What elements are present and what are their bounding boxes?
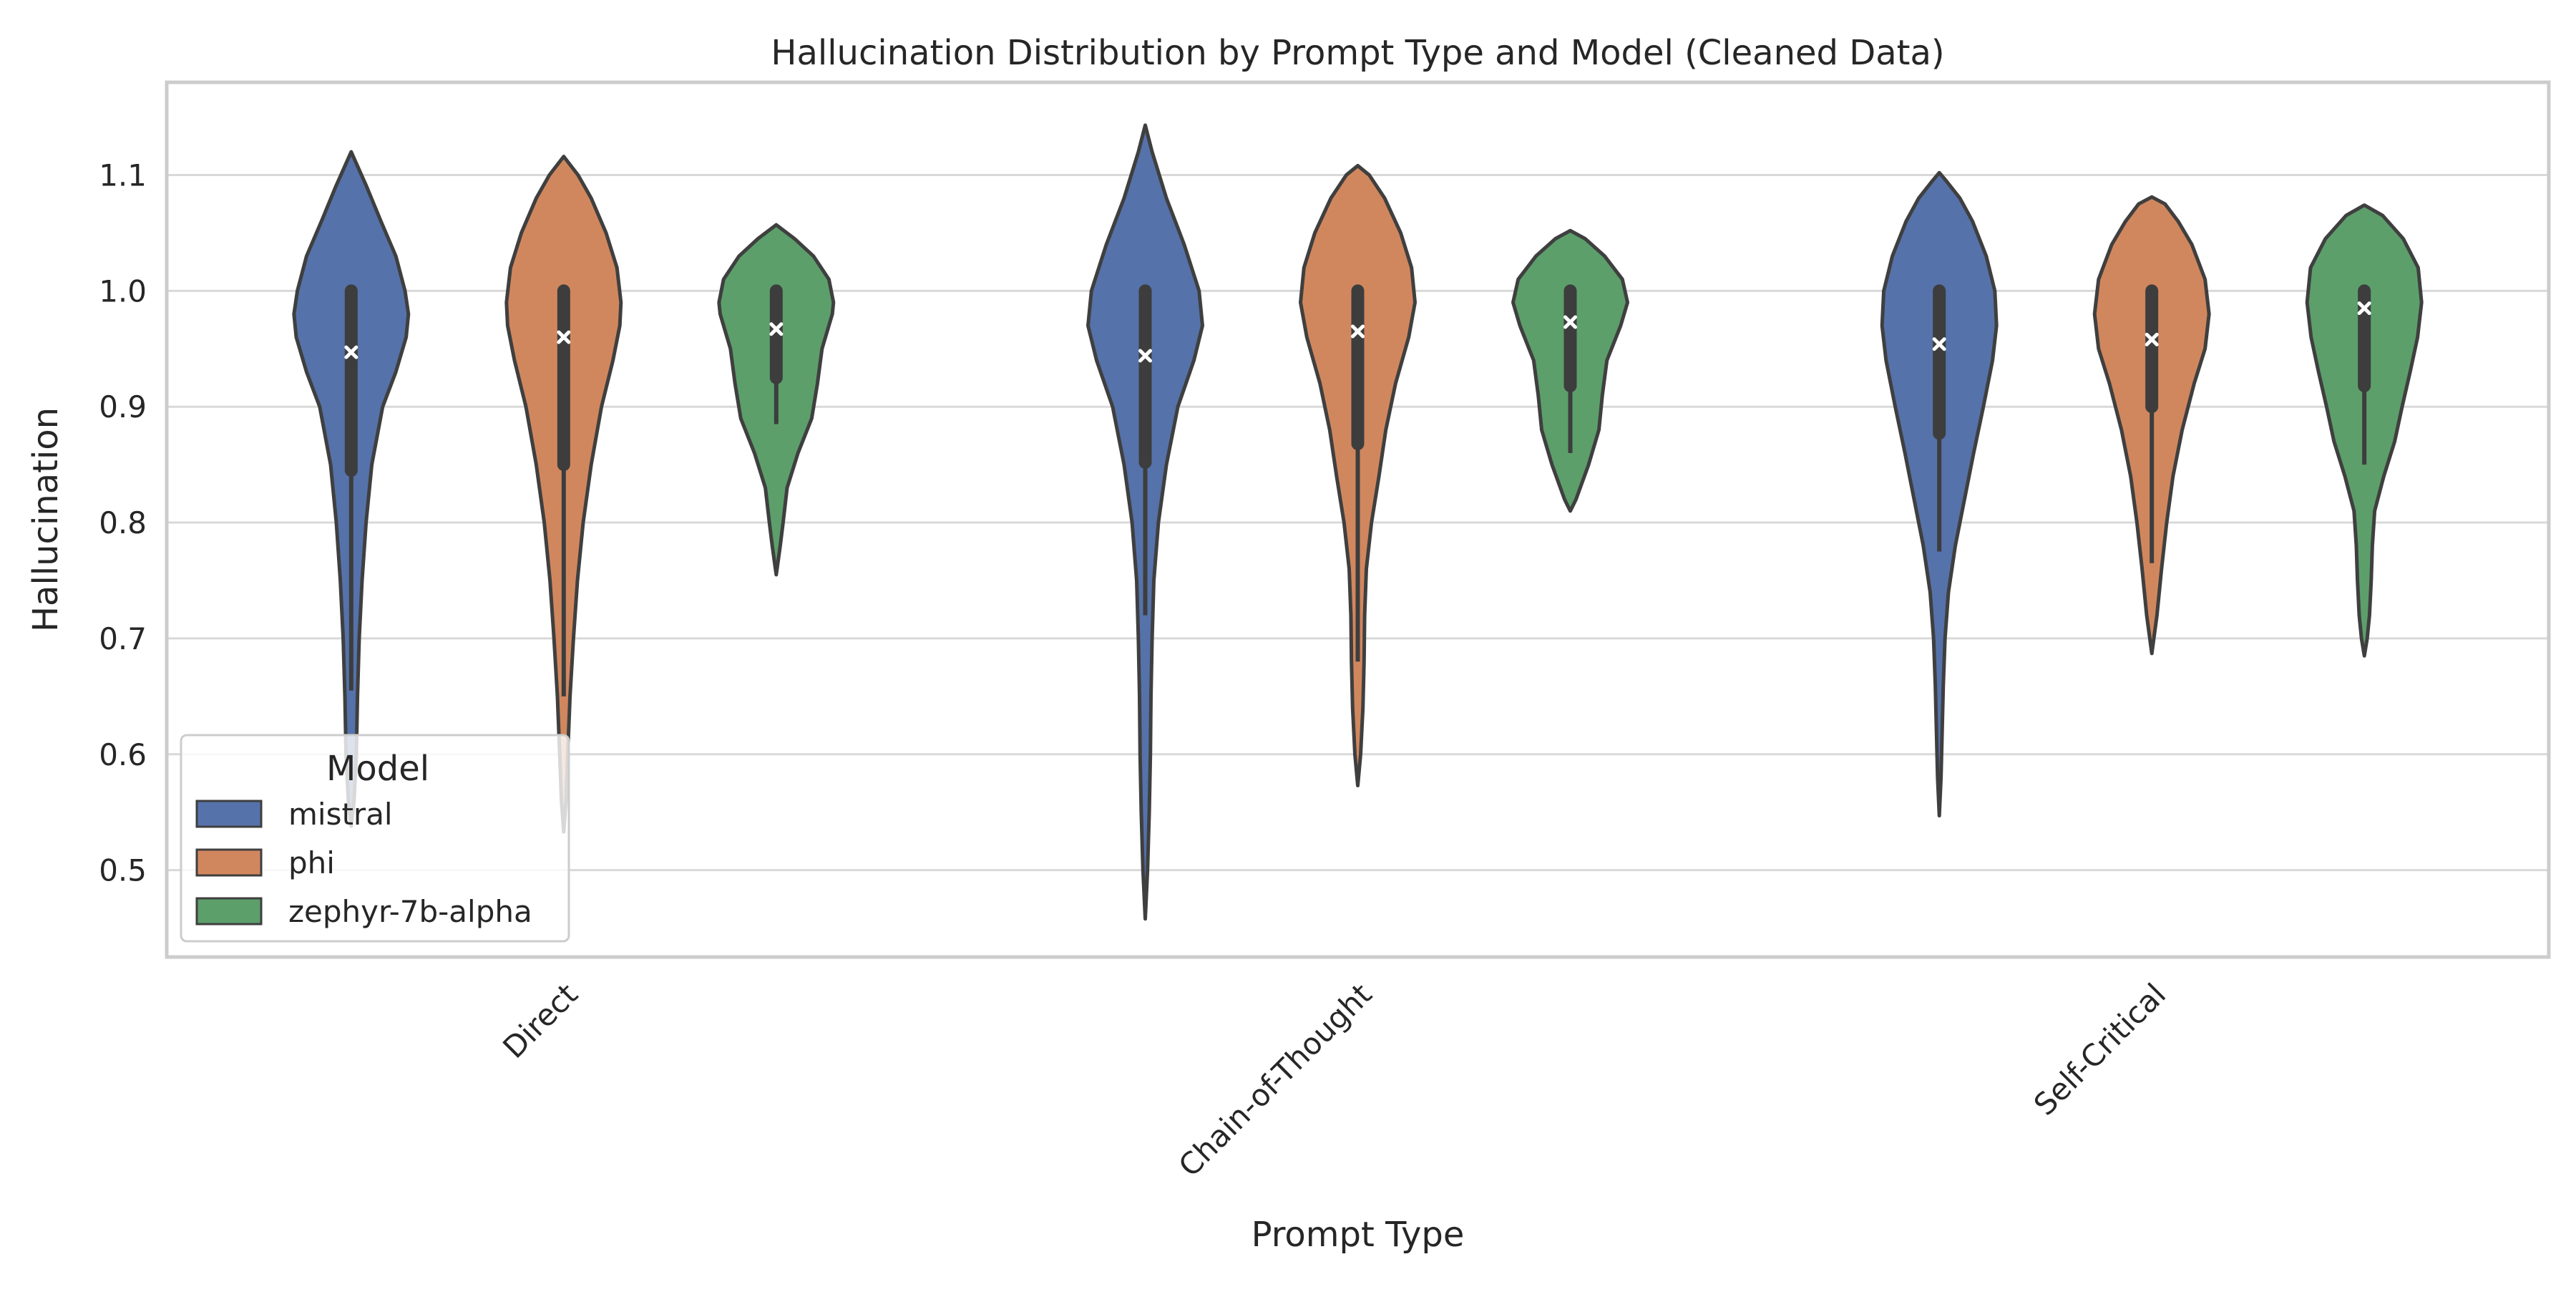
legend-swatch bbox=[195, 897, 263, 926]
violin-median-marker bbox=[2357, 301, 2371, 316]
y-tick-label: 0.9 bbox=[99, 389, 147, 424]
violin-group bbox=[1086, 123, 1204, 921]
y-tick-label: 0.6 bbox=[99, 737, 147, 772]
violin-layer bbox=[292, 123, 2424, 921]
legend: Model mistral phi zephyr-7b-alpha bbox=[180, 734, 570, 943]
y-axis-label: Hallucination bbox=[26, 407, 66, 632]
violin-group bbox=[1880, 170, 1999, 817]
legend-entry-label: zephyr-7b-alpha bbox=[288, 894, 532, 929]
violin-median-marker bbox=[557, 330, 571, 344]
legend-entries: mistral phi zephyr-7b-alpha bbox=[195, 797, 532, 929]
x-axis-label: Prompt Type bbox=[1252, 1215, 1465, 1255]
chart-title: Hallucination Distribution by Prompt Typ… bbox=[771, 33, 1944, 73]
y-tick-label: 1.0 bbox=[99, 273, 147, 309]
y-tick-labels: 0.5 0.6 0.7 0.8 0.9 1.0 1.1 bbox=[99, 157, 147, 888]
violin-group bbox=[1299, 164, 1417, 787]
violin-median-marker bbox=[1932, 337, 1946, 351]
y-tick-label: 0.7 bbox=[99, 621, 147, 656]
violin-median-marker bbox=[2145, 332, 2159, 346]
legend-entry-label: mistral bbox=[288, 797, 393, 832]
legend-swatch bbox=[195, 800, 263, 828]
violin-group bbox=[1511, 228, 1629, 513]
legend-box bbox=[180, 734, 570, 943]
violin-group bbox=[717, 223, 836, 577]
violin-median-marker bbox=[1351, 324, 1365, 339]
violin-group bbox=[2305, 203, 2424, 658]
violin-median-marker bbox=[344, 345, 358, 359]
violin-median-marker bbox=[1138, 349, 1152, 363]
violin-group bbox=[2092, 195, 2211, 656]
legend-title: Model bbox=[326, 749, 429, 789]
violin-median-marker bbox=[769, 322, 784, 336]
legend-swatch bbox=[195, 848, 263, 877]
y-tick-label: 0.5 bbox=[99, 853, 147, 888]
y-tick-label: 0.8 bbox=[99, 505, 147, 540]
violin-group bbox=[504, 155, 623, 834]
plot-frame bbox=[165, 80, 2551, 959]
legend-entry-label: phi bbox=[288, 845, 335, 880]
violin-median-marker bbox=[1563, 315, 1577, 329]
y-tick-label: 1.1 bbox=[99, 157, 147, 193]
violin-group bbox=[292, 150, 411, 828]
